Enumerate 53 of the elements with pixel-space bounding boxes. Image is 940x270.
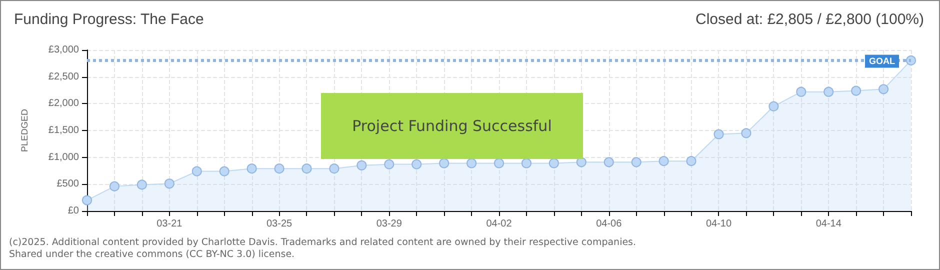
x-tick-label: 04-02 (486, 218, 512, 230)
x-tick-label: 03-29 (376, 218, 402, 230)
point (274, 164, 284, 174)
point (768, 101, 779, 112)
y-axis-title: PLEDGED (20, 108, 30, 152)
point (439, 158, 450, 168)
x-tick-label: 04-10 (706, 218, 732, 230)
ref-line-label: GOAL (869, 56, 896, 66)
x-tick-label: 04-06 (596, 218, 622, 230)
point (246, 164, 257, 174)
point (604, 157, 614, 168)
y-tick-label: £500 (56, 178, 80, 190)
text: Shared under the creative commons (CC BY-NC 3.0) license. (9, 249, 296, 261)
point (878, 84, 889, 94)
annotation: Project Funding Successful (352, 117, 552, 135)
point (906, 55, 916, 66)
point (192, 166, 202, 176)
point (494, 158, 504, 168)
point (741, 128, 752, 138)
point (631, 157, 642, 168)
point (714, 129, 724, 140)
point (576, 157, 586, 168)
point (521, 158, 532, 168)
point (851, 86, 862, 96)
y-tick-label: £2,000 (48, 98, 80, 110)
chart-subtitle: Closed at: £2,805 / £2,800 (100%) (696, 11, 924, 28)
point (356, 160, 367, 170)
x-tick-label: 03-21 (156, 218, 183, 230)
chart-title: Funding Progress: The Face (14, 11, 204, 28)
point (658, 156, 669, 166)
y-tick-label: £3,000 (48, 44, 80, 56)
point (136, 180, 147, 190)
point (686, 156, 696, 166)
point (384, 159, 394, 170)
point (548, 158, 559, 168)
point (824, 86, 834, 97)
point (412, 159, 422, 170)
text: (c)2025. Additional content provided by Charlotte Davis. Trademarks and related content are owned by their respective companies. (9, 237, 636, 249)
point (164, 178, 174, 189)
point (329, 164, 340, 174)
x-tick-label: 04-14 (816, 218, 842, 230)
point (219, 166, 230, 176)
point (82, 195, 92, 206)
y-tick-label: £1,500 (48, 125, 80, 136)
point (466, 158, 477, 168)
y-tick-label: £1,000 (48, 152, 80, 163)
point (302, 164, 312, 174)
y-tick-label: £2,500 (48, 71, 80, 82)
point (109, 181, 120, 192)
point (796, 86, 806, 97)
x-tick-label: 03-25 (266, 218, 292, 230)
y-tick-label: £0 (68, 206, 80, 216)
banner-box: Project Funding Successful (321, 93, 583, 159)
